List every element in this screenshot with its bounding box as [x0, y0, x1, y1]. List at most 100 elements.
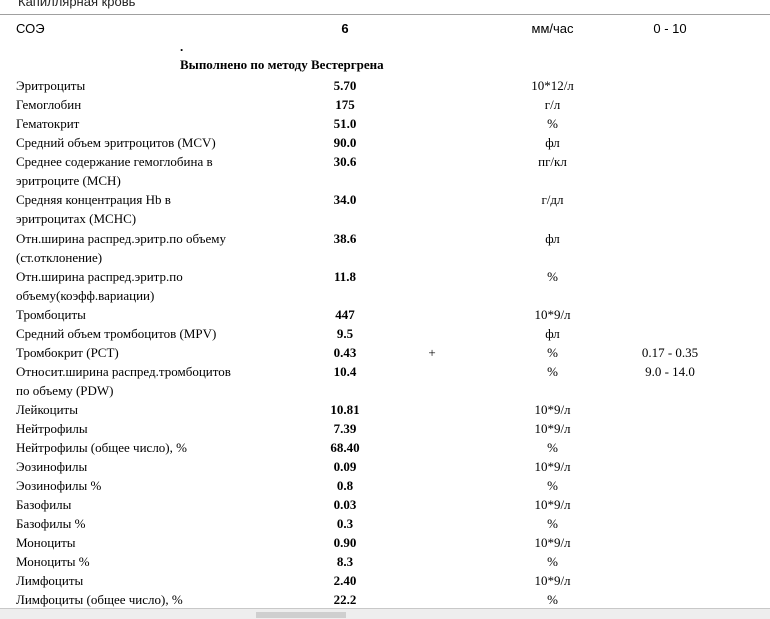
test-name: Средний объем эритроцитов (MCV) [16, 133, 256, 152]
test-value: 447 [335, 307, 355, 322]
test-name-line: Отн.ширина распред.эритр.по объему [16, 231, 226, 246]
test-unit: 10*9/л [534, 421, 571, 436]
test-value: 10.4 [333, 364, 357, 379]
test-name: Эозинофилы [16, 457, 256, 476]
test-name-line: Моноциты [16, 535, 76, 550]
test-unit: % [547, 116, 558, 131]
esr-reference: 0 - 10 [653, 21, 687, 36]
test-name-line: Нейтрофилы [16, 421, 88, 436]
test-value: 90.0 [333, 135, 357, 150]
test-name: Среднее содержание гемоглобина в эритроци… [16, 152, 256, 190]
test-unit: г/л [544, 97, 561, 112]
test-unit: фл [545, 326, 560, 341]
cut-off-header-text: Капиллярная кровь [18, 0, 136, 9]
test-value: 0.90 [333, 535, 357, 550]
test-name: Гемоглобин [16, 95, 256, 114]
cut-off-header: Капиллярная кровь [0, 0, 770, 15]
test-unit: 10*9/л [534, 535, 571, 550]
test-unit: 10*9/л [534, 573, 571, 588]
test-name: Базофилы % [16, 514, 256, 533]
test-unit: % [547, 592, 558, 607]
test-name: Моноциты % [16, 552, 256, 571]
test-name: Базофилы [16, 495, 256, 514]
test-name-line: Базофилы [16, 497, 72, 512]
test-name-line: (ст.отклонение) [16, 250, 103, 265]
test-value: 0.3 [336, 516, 354, 531]
test-unit: % [547, 516, 558, 531]
test-value: 10.81 [330, 402, 360, 417]
note-marker: . [180, 39, 184, 54]
test-name: Средний объем тромбоцитов (MPV) [16, 324, 256, 343]
test-name: Относит.ширина распред.тромбоцитов по объ… [16, 362, 256, 400]
test-value: 0.09 [333, 459, 357, 474]
test-value: 68.40 [330, 440, 360, 455]
test-name: Отн.ширина распред.эритр.по объему (ст.от… [16, 229, 256, 267]
test-unit: % [547, 440, 558, 455]
test-name: Отн.ширина распред.эритр.по объему(коэфф.… [16, 267, 256, 305]
test-name-line: Лимфоциты (общее число), % [16, 592, 183, 607]
test-name-line: Средний объем тромбоцитов (MPV) [16, 326, 217, 341]
test-unit: % [547, 345, 558, 360]
test-unit: г/дл [541, 192, 564, 207]
test-name: Эозинофилы % [16, 476, 256, 495]
test-name-line: Моноциты % [16, 554, 90, 569]
test-name: Моноциты [16, 533, 256, 552]
test-unit: % [547, 554, 558, 569]
test-name: Эритроциты [16, 76, 256, 95]
test-name-line: Средняя концентрация Hb в [16, 192, 171, 207]
test-name-line: Тромбокрит (PCT) [16, 345, 119, 360]
test-name: Гематокрит [16, 114, 256, 133]
test-name-line: Тромбоциты [16, 307, 86, 322]
test-name-line: Эритроциты [16, 78, 86, 93]
test-name-line: объему(коэфф.вариации) [16, 288, 155, 303]
test-value: 0.43 [333, 345, 357, 360]
abnormal-flag: + [428, 345, 436, 360]
test-unit: фл [545, 231, 560, 246]
test-value: 2.40 [333, 573, 357, 588]
test-name-line: Гематокрит [16, 116, 80, 131]
test-name: Средняя концентрация Hb в эритроцитах (MC… [16, 190, 256, 228]
test-name: Лимфоциты (общее число), % [16, 590, 256, 609]
test-value: 7.39 [333, 421, 357, 436]
scrollbar-thumb[interactable] [256, 612, 346, 618]
test-name: Лимфоциты [16, 571, 256, 590]
test-value: 5.70 [333, 78, 357, 93]
test-value: 51.0 [333, 116, 357, 131]
horizontal-scrollbar[interactable] [0, 608, 770, 619]
test-value: 9.5 [336, 326, 354, 341]
test-name-line: по объему (PDW) [16, 383, 114, 398]
reference-range: 0.17 - 0.35 [641, 345, 699, 360]
test-value: 175 [335, 97, 355, 112]
method-note: Выполнено по методу Вестергрена [180, 57, 384, 72]
test-value: 22.2 [333, 592, 357, 607]
test-name: Тромбоциты [16, 305, 256, 324]
test-unit: 10*9/л [534, 497, 571, 512]
test-name: Нейтрофилы (общее число), % [16, 438, 256, 457]
test-name-line: Средний объем эритроцитов (MCV) [16, 135, 216, 150]
test-name: Нейтрофилы [16, 419, 256, 438]
test-name-line: Среднее содержание гемоглобина в [16, 154, 213, 169]
test-value: 34.0 [333, 192, 357, 207]
test-unit: пг/кл [538, 154, 567, 169]
test-unit: 10*12/л [531, 78, 574, 93]
test-unit: % [547, 269, 558, 284]
test-value: 0.8 [336, 478, 354, 493]
test-unit: фл [545, 135, 560, 150]
test-name: Тромбокрит (PCT) [16, 343, 256, 362]
test-name-line: эритроците (MCH) [16, 173, 121, 188]
test-name-line: Лимфоциты [16, 573, 84, 588]
esr-name: СОЭ [16, 21, 45, 36]
test-value: 38.6 [333, 231, 357, 246]
test-name-line: эритроцитах (MCHC) [16, 211, 137, 226]
test-name-line: Гемоглобин [16, 97, 82, 112]
test-value: 30.6 [333, 154, 357, 169]
test-unit: % [547, 364, 558, 379]
test-name-line: Нейтрофилы (общее число), % [16, 440, 187, 455]
test-unit: 10*9/л [534, 459, 571, 474]
test-unit: % [547, 478, 558, 493]
test-name-line: Эозинофилы % [16, 478, 102, 493]
reference-range: 9.0 - 14.0 [645, 364, 695, 379]
test-value: 0.03 [333, 497, 357, 512]
test-value: 11.8 [333, 269, 357, 284]
test-unit: 10*9/л [534, 402, 571, 417]
